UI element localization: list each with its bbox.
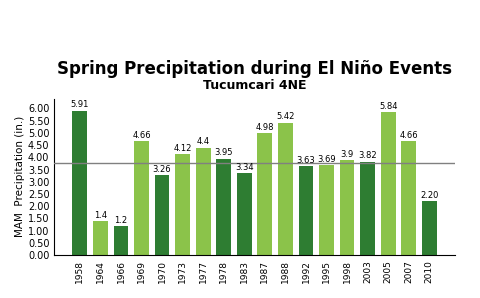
Bar bbox=[298, 166, 312, 255]
Text: 3.9: 3.9 bbox=[340, 150, 353, 159]
Text: 5.84: 5.84 bbox=[378, 102, 396, 111]
Bar bbox=[195, 148, 210, 255]
Text: 5.91: 5.91 bbox=[71, 100, 89, 109]
Bar bbox=[175, 154, 190, 255]
Bar bbox=[339, 160, 354, 255]
Bar bbox=[216, 159, 231, 255]
Text: 1.2: 1.2 bbox=[114, 215, 127, 225]
Text: Spring Precipitation during El Niño Events: Spring Precipitation during El Niño Even… bbox=[57, 60, 451, 78]
Text: 2.20: 2.20 bbox=[419, 191, 438, 200]
Text: 4.66: 4.66 bbox=[398, 131, 417, 140]
Bar bbox=[72, 111, 87, 255]
Bar bbox=[237, 173, 251, 255]
Bar bbox=[155, 176, 169, 255]
Text: 5.42: 5.42 bbox=[276, 112, 294, 121]
Text: 4.66: 4.66 bbox=[132, 131, 151, 140]
Bar bbox=[360, 162, 374, 255]
Bar bbox=[93, 221, 108, 255]
Text: 3.95: 3.95 bbox=[214, 148, 232, 157]
Text: Tucumcari 4NE: Tucumcari 4NE bbox=[203, 79, 306, 92]
Text: 4.12: 4.12 bbox=[173, 144, 192, 153]
Text: 1.4: 1.4 bbox=[94, 211, 107, 220]
Bar bbox=[400, 141, 415, 255]
Text: 3.69: 3.69 bbox=[316, 155, 335, 164]
Text: 4.98: 4.98 bbox=[255, 123, 274, 132]
Text: 4.4: 4.4 bbox=[196, 137, 209, 146]
Bar bbox=[318, 165, 333, 255]
Bar bbox=[113, 226, 128, 255]
Bar bbox=[277, 122, 292, 255]
Text: 3.82: 3.82 bbox=[358, 151, 376, 161]
Text: 3.63: 3.63 bbox=[296, 156, 315, 165]
Bar bbox=[134, 141, 149, 255]
Bar bbox=[421, 201, 436, 255]
Text: 3.26: 3.26 bbox=[153, 165, 171, 174]
Y-axis label: MAM  Precipitation (in.): MAM Precipitation (in.) bbox=[15, 116, 25, 238]
Text: 3.34: 3.34 bbox=[235, 163, 253, 172]
Bar bbox=[257, 133, 272, 255]
Bar bbox=[380, 112, 395, 255]
